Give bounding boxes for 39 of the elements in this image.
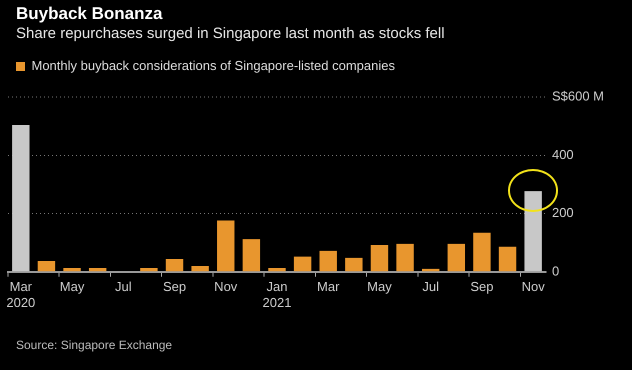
bar: [448, 244, 466, 272]
bar: [498, 246, 516, 272]
bar: [473, 232, 491, 272]
x-tick-label: Jul: [422, 279, 440, 294]
x-tick-label: Jul: [114, 279, 132, 294]
bar: [320, 250, 337, 272]
x-tick-label: May: [367, 279, 392, 294]
x-tick-label: Mar: [317, 279, 340, 294]
bar: [166, 258, 184, 272]
bar: [524, 191, 542, 272]
bar: [140, 268, 158, 272]
x-tick-label: Nov: [214, 279, 238, 294]
x-tick-label: May: [60, 279, 85, 294]
chart-title: Buyback Bonanza: [16, 4, 162, 24]
bar: [294, 256, 312, 272]
y-tick-label: 400: [552, 146, 574, 162]
bar: [422, 268, 440, 272]
y-tick-label: S$600 M: [552, 88, 604, 104]
bar: [12, 124, 30, 272]
x-tick-label: Sep: [470, 279, 494, 294]
y-tick-label: 0: [552, 263, 560, 278]
x-tick-label: Jan 2021: [262, 279, 292, 310]
bar: [345, 258, 363, 272]
bar: [370, 245, 388, 272]
bar: [38, 261, 56, 272]
source-note: Source: Singapore Exchange: [16, 338, 172, 352]
y-tick-label: 200: [552, 205, 574, 220]
x-tick-label: Mar 2020: [6, 279, 36, 310]
chart-subtitle: Share repurchases surged in Singapore last month as stocks fell: [16, 25, 445, 42]
bar: [88, 268, 106, 272]
bar: [268, 268, 286, 272]
legend-label: Monthly buyback considerations of Singapore-listed companies: [32, 58, 396, 74]
bar: [191, 266, 209, 272]
bar: [396, 244, 414, 272]
bar: [217, 220, 234, 272]
x-tick-label: Nov: [522, 279, 546, 294]
x-tick-label: Sep: [162, 279, 186, 294]
bar: [63, 268, 81, 272]
bar: [242, 239, 260, 272]
